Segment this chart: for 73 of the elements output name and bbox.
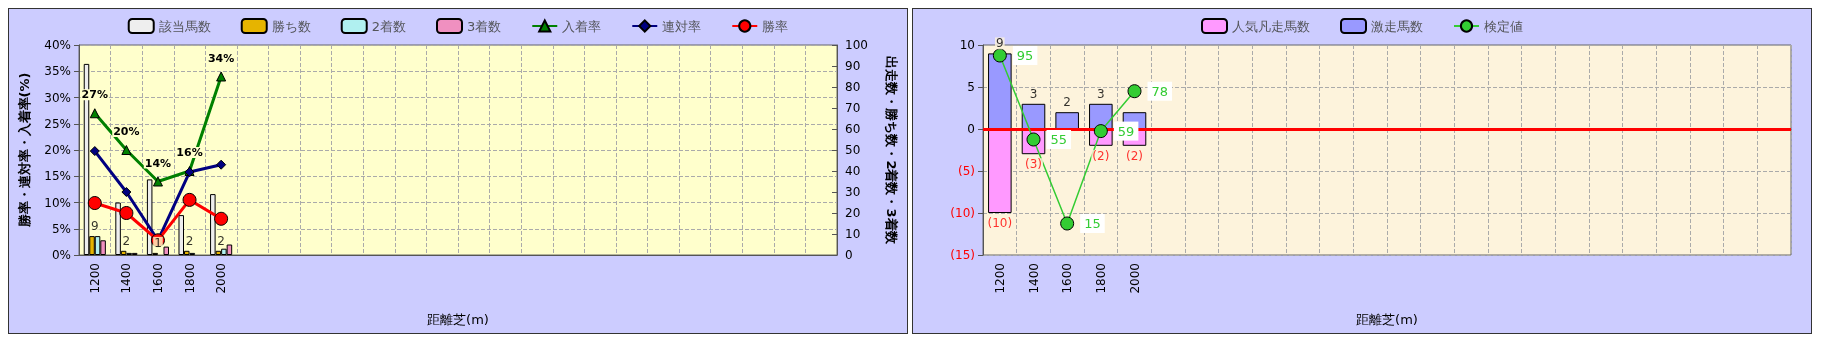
y2-tick-label: 80 (845, 80, 861, 94)
y-tick-label: 25% (44, 116, 71, 131)
x-tick-label: 1200 (992, 263, 1007, 294)
x-tick-label: 1600 (150, 263, 165, 294)
y-tick-label: 40% (44, 38, 71, 52)
y-tick-label: 20% (44, 143, 71, 157)
legend-label: 激走馬数 (1371, 18, 1423, 34)
data-label: 59 (1117, 123, 1135, 139)
legend-label: 連対率 (662, 18, 702, 34)
data-label: 20% (113, 125, 140, 138)
y-tick-label: (5) (958, 164, 975, 178)
data-label: 55 (1050, 132, 1068, 147)
legend-label: 該当馬数 (158, 18, 211, 34)
y2-axis-title: 出走数・勝ち数・2着数・3着数 (884, 56, 899, 245)
y-tick-label: 35% (44, 64, 71, 79)
x-tick-label: 1400 (1026, 263, 1041, 294)
y-tick-label: 0% (51, 248, 71, 262)
y2-tick-label: 70 (845, 101, 861, 115)
data-label: 9 (90, 219, 99, 234)
y2-tick-label: 60 (845, 122, 861, 136)
data-label: 78 (1151, 83, 1169, 99)
data-label: 2 (122, 233, 131, 248)
y-tick-label: (10) (950, 206, 975, 220)
legend-label: 3着数 (467, 18, 502, 34)
x-axis-title: 距離芝(m) (427, 312, 489, 327)
y2-tick-label: 90 (845, 59, 861, 73)
x-tick-label: 1400 (119, 263, 134, 294)
data-label: 34% (207, 51, 235, 65)
data-label: (2) (1092, 148, 1110, 163)
legend-label: 勝ち数 (271, 18, 311, 34)
legend-label: 勝率 (762, 18, 789, 34)
x-tick-label: 1800 (1093, 263, 1108, 294)
y-tick-label: 15% (44, 169, 71, 184)
x-axis-title: 距離芝(m) (1356, 312, 1418, 327)
y-tick-label: 5% (51, 221, 71, 236)
data-label: (2) (1126, 148, 1143, 163)
x-tick-label: 1600 (1060, 263, 1075, 294)
y2-tick-label: 100 (845, 38, 868, 52)
y-tick-label: 30% (44, 90, 71, 105)
x-tick-label: 1800 (182, 263, 197, 294)
y2-tick-label: 30 (845, 185, 861, 199)
y2-tick-label: 0 (845, 248, 853, 262)
y-tick-label: (15) (950, 248, 975, 262)
data-label: 27% (81, 88, 108, 102)
y2-tick-label: 10 (845, 227, 861, 241)
y-tick-label: 5 (967, 80, 975, 94)
data-label: (3) (1025, 157, 1042, 172)
data-label: 95 (1016, 48, 1034, 63)
data-label: 3 (1097, 86, 1105, 101)
y-tick-label: 10% (44, 195, 71, 210)
data-label: 15 (1084, 216, 1101, 231)
y2-tick-label: 20 (845, 206, 861, 220)
data-label: 16% (176, 146, 203, 159)
x-tick-label: 2000 (214, 263, 229, 294)
y-axis-title: 勝率・連対率・入着率(%) (17, 72, 32, 229)
x-tick-label: 2000 (1127, 263, 1142, 294)
data-label: 3 (1029, 86, 1038, 101)
legend-label: 検定値 (1484, 18, 1523, 34)
y2-tick-label: 40 (845, 164, 861, 178)
data-label: 2 (217, 233, 225, 248)
y2-tick-label: 50 (845, 143, 861, 157)
legend-label: 入着率 (562, 18, 602, 34)
legend-label: 人気凡走馬数 (1232, 18, 1310, 34)
data-label: 2 (185, 233, 194, 248)
data-label: 2 (1063, 95, 1071, 110)
data-label: 1 (154, 235, 162, 250)
y-tick-label: 10 (959, 38, 975, 52)
data-label: 14% (144, 156, 172, 170)
y-tick-label: 0 (967, 122, 975, 136)
data-label: (10) (987, 216, 1013, 230)
data-label: 9 (996, 36, 1004, 51)
legend-label: 2着数 (371, 18, 407, 34)
x-tick-label: 1200 (87, 263, 102, 294)
